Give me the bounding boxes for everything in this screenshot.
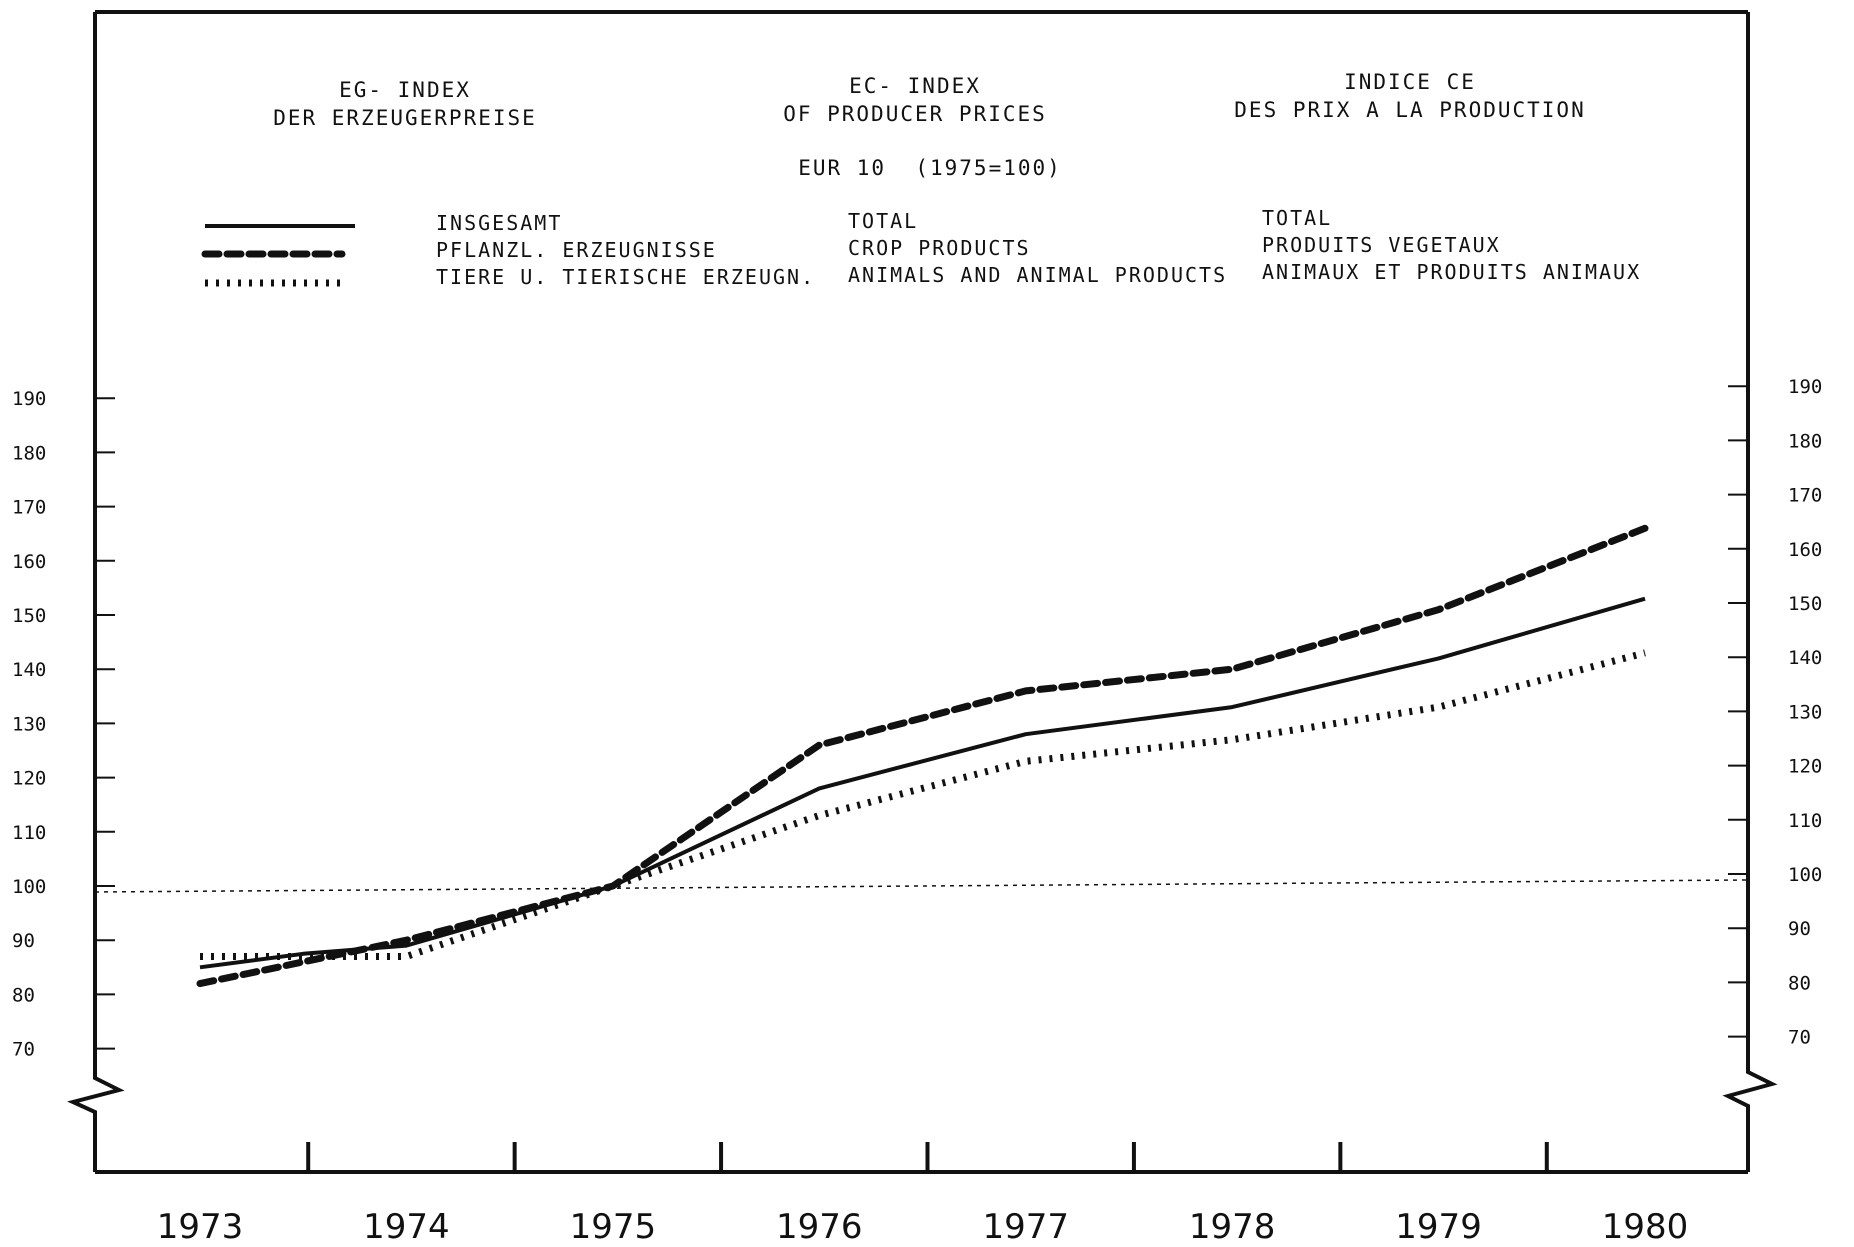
chart-frame xyxy=(67,10,1778,1174)
legend-swatches xyxy=(201,224,355,287)
y-tick-label-left: 150 xyxy=(12,605,46,627)
series-line-dashed xyxy=(196,524,1649,988)
y-tick-label-right: 160 xyxy=(1788,539,1822,561)
legend-fr-animal: ANIMAUX ET PRODUITS ANIMAUX xyxy=(1262,260,1642,284)
title-en-line1: EC- INDEX xyxy=(849,74,981,98)
title-de-line2: DER ERZEUGERPREISE xyxy=(273,106,537,130)
x-tick-label: 1978 xyxy=(1189,1207,1276,1247)
x-tick-label: 1973 xyxy=(157,1207,244,1247)
title-fr: INDICE CE DES PRIX A LA PRODUCTION xyxy=(1230,68,1590,124)
y-axis-group: 70 70 80 80 90 90 100 100 110 110 120 120 130 130 140 1… xyxy=(12,376,1822,1060)
title-en: EC- INDEX OF PRODUCER PRICES xyxy=(760,72,1070,128)
frame-left xyxy=(67,12,125,1172)
y-tick-label-right: 80 xyxy=(1788,972,1811,994)
y-tick-label-right: 130 xyxy=(1788,701,1822,723)
y-tick-label-left: 140 xyxy=(12,659,46,681)
x-tick-label: 1980 xyxy=(1602,1207,1689,1247)
title-en-line2: OF PRODUCER PRICES xyxy=(783,102,1047,126)
y-tick-label-right: 150 xyxy=(1788,593,1822,615)
y-tick-label-left: 70 xyxy=(12,1039,35,1061)
y-tick-label-right: 70 xyxy=(1788,1027,1811,1049)
reference-line-group xyxy=(94,879,1749,893)
y-tick-label-left: 180 xyxy=(12,442,46,464)
y-tick-label-right: 140 xyxy=(1788,647,1822,669)
series-line-solid xyxy=(199,596,1646,970)
y-tick-label-left: 120 xyxy=(12,768,46,790)
y-tick-label-left: 130 xyxy=(12,713,46,735)
x-tick-label: 1977 xyxy=(982,1207,1069,1247)
title-fr-line2: DES PRIX A LA PRODUCTION xyxy=(1234,98,1586,122)
x-tick-label: 1975 xyxy=(570,1207,657,1247)
x-tick-label: 1974 xyxy=(363,1207,450,1247)
y-tick-label-left: 110 xyxy=(12,822,46,844)
legend-en-crop: CROP PRODUCTS xyxy=(848,236,1031,260)
y-tick-label-right: 170 xyxy=(1788,485,1822,507)
legend-de-crop: PFLANZL. ERZEUGNISSE xyxy=(436,238,717,262)
legend-fr-crop: PRODUITS VEGETAUX xyxy=(1262,233,1501,257)
y-tick-label-left: 80 xyxy=(12,984,35,1006)
x-tick-label: 1979 xyxy=(1395,1207,1482,1247)
legend-de-animal: TIERE U. TIERISCHE ERZEUGN. xyxy=(436,265,816,289)
title-fr-line1: INDICE CE xyxy=(1344,70,1476,94)
frame-right xyxy=(1722,12,1778,1172)
legend-en-total: TOTAL xyxy=(848,209,919,233)
y-tick-label-left: 100 xyxy=(12,876,46,898)
reference-line-100 xyxy=(94,879,1749,893)
legend-en-animal: ANIMALS AND ANIMAL PRODUCTS xyxy=(848,263,1228,287)
x-axis-group: 1973 1974 1975 1976 1977 1978 1979 1980 xyxy=(157,1142,1689,1247)
y-tick-label-right: 120 xyxy=(1788,756,1822,778)
y-tick-label-right: 190 xyxy=(1788,376,1822,398)
x-tick-label: 1976 xyxy=(776,1207,863,1247)
legend-en: TOTAL CROP PRODUCTS ANIMALS AND ANIMAL P… xyxy=(848,208,1227,289)
series-group xyxy=(196,524,1649,988)
y-tick-label-right: 100 xyxy=(1788,864,1822,886)
y-tick-label-left: 190 xyxy=(12,388,46,410)
y-tick-label-right: 180 xyxy=(1788,430,1822,452)
title-de: EG- INDEX DER ERZEUGERPREISE xyxy=(230,76,580,132)
legend-de: INSGESAMT PFLANZL. ERZEUGNISSE TIERE U. … xyxy=(436,210,815,291)
y-tick-label-right: 90 xyxy=(1788,918,1811,940)
y-tick-label-left: 170 xyxy=(12,497,46,519)
chart-subtitle: EUR 10 (1975=100) xyxy=(798,156,1062,180)
title-de-line1: EG- INDEX xyxy=(339,78,471,102)
legend-fr-total: TOTAL xyxy=(1262,206,1333,230)
y-tick-label-right: 110 xyxy=(1788,810,1822,832)
y-tick-label-left: 160 xyxy=(12,551,46,573)
legend-de-total: INSGESAMT xyxy=(436,211,563,235)
y-tick-label-left: 90 xyxy=(12,930,35,952)
legend-fr: TOTAL PRODUITS VEGETAUX ANIMAUX ET PRODU… xyxy=(1262,205,1641,286)
series-line-dotted xyxy=(200,649,1646,960)
